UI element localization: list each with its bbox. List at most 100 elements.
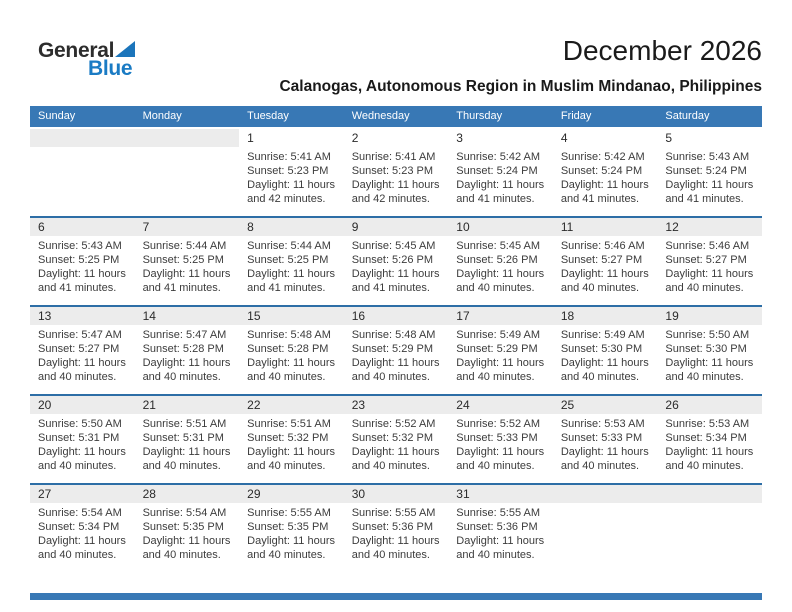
sunset-text: Sunset: 5:26 PM (351, 254, 434, 266)
day-cell-details: Sunrise: 5:41 AM Sunset: 5:23 PM Daylight:… (344, 146, 449, 216)
sunset-text: Sunset: 5:30 PM (665, 343, 747, 355)
day-number: 6 (30, 218, 135, 236)
daylight-text-line2: and 41 minutes. (560, 193, 640, 205)
daylight-text-line2: and 40 minutes. (560, 371, 640, 383)
daylight-text-line1: Daylight: 11 hours (142, 446, 231, 458)
daylight-text-line1: Daylight: 11 hours (247, 446, 335, 458)
day-number: 28 (134, 485, 240, 503)
day-number: 8 (239, 218, 344, 236)
day-cell-details: Sunrise: 5:53 AM Sunset: 5:34 PM Daylight:… (657, 413, 762, 483)
daylight-text-line1: Daylight: 11 hours (560, 357, 649, 369)
daylight-text-line1: Daylight: 11 hours (351, 446, 440, 458)
page-title: December 2026 (562, 35, 762, 66)
weeks-container: 1 2 3 4 5 Sunrise: 5:41 AM Sunset: 5:23 PM Dayl… (30, 127, 762, 572)
sunset-text: Sunset: 5:29 PM (456, 343, 538, 355)
sunset-text: Sunset: 5:25 PM (247, 254, 329, 266)
weekday-header-sunday: Sunday (38, 110, 76, 122)
day-number: 29 (239, 485, 344, 503)
sunset-text: Sunset: 5:35 PM (247, 521, 329, 533)
sunset-text: Sunset: 5:36 PM (351, 521, 434, 533)
sunrise-text: Sunrise: 5:52 AM (456, 418, 541, 430)
day-cell-details: Sunrise: 5:47 AM Sunset: 5:28 PM Daylight:… (135, 324, 240, 394)
weekday-header-thursday: Thursday (456, 110, 503, 122)
daylight-text-line1: Daylight: 11 hours (351, 357, 440, 369)
day-cell-details: Sunrise: 5:50 AM Sunset: 5:30 PM Daylight:… (657, 324, 762, 394)
numbers-row: 27 28 29 30 31 (30, 485, 762, 503)
sunrise-text: Sunrise: 5:46 AM (560, 240, 645, 252)
day-cell-details: Sunrise: 5:55 AM Sunset: 5:35 PM Daylight:… (239, 502, 344, 572)
daylight-text-line1: Daylight: 11 hours (456, 357, 545, 369)
details-row: Sunrise: 5:47 AM Sunset: 5:27 PM Daylight:… (30, 324, 762, 394)
daylight-text-line1: Daylight: 11 hours (247, 535, 335, 547)
day-number: 17 (448, 307, 553, 325)
day-cell-details: Sunrise: 5:48 AM Sunset: 5:28 PM Daylight:… (239, 324, 344, 394)
day-number: 13 (30, 307, 135, 325)
details-row: Sunrise: 5:43 AM Sunset: 5:25 PM Daylight:… (30, 235, 762, 305)
day-cell-details: Sunrise: 5:52 AM Sunset: 5:33 PM Daylight:… (448, 413, 553, 483)
day-cell-details: Sunrise: 5:52 AM Sunset: 5:32 PM Daylight:… (344, 413, 449, 483)
sunrise-text: Sunrise: 5:49 AM (456, 329, 541, 341)
daylight-text-line2: and 41 minutes. (247, 282, 326, 294)
sunrise-text: Sunrise: 5:42 AM (560, 151, 645, 163)
day-number: 5 (665, 131, 673, 145)
sunrise-text: Sunrise: 5:55 AM (456, 507, 541, 519)
day-cell-details: Sunrise: 5:50 AM Sunset: 5:31 PM Daylight:… (30, 413, 135, 483)
sunset-text: Sunset: 5:34 PM (665, 432, 747, 444)
daylight-text-line2: and 40 minutes. (247, 460, 326, 472)
sunset-text: Sunset: 5:31 PM (142, 432, 224, 444)
daylight-text-line2: and 40 minutes. (247, 549, 326, 561)
day-number: 2 (351, 131, 359, 145)
sunrise-text: Sunrise: 5:43 AM (665, 151, 750, 163)
day-cell-details: Sunrise: 5:55 AM Sunset: 5:36 PM Daylight:… (448, 502, 553, 572)
week-row: 20 21 22 23 24 25 26 Sunrise: 5:50 AM Sunset: 5:… (30, 394, 762, 483)
day-number: 16 (343, 307, 449, 325)
daylight-text-line1: Daylight: 11 hours (665, 446, 754, 458)
daylight-text-line1: Daylight: 11 hours (456, 446, 545, 458)
week-row: 13 14 15 16 17 18 19 Sunrise: 5:47 AM Sunset: 5:… (30, 305, 762, 394)
page-subtitle: Calanogas, Autonomous Region in Muslim M… (279, 78, 762, 95)
day-number: 24 (448, 396, 553, 414)
day-cell-details: Sunrise: 5:46 AM Sunset: 5:27 PM Daylight:… (553, 235, 658, 305)
sunset-text: Sunset: 5:34 PM (38, 521, 120, 533)
daylight-text-line1: Daylight: 11 hours (38, 357, 126, 369)
sunset-text: Sunset: 5:26 PM (456, 254, 538, 266)
day-cell-details: Sunrise: 5:47 AM Sunset: 5:27 PM Daylight:… (30, 324, 135, 394)
day-cell-details: Sunrise: 5:43 AM Sunset: 5:24 PM Daylight:… (657, 146, 762, 216)
empty-cell-details (553, 502, 658, 572)
daylight-text-line2: and 41 minutes. (456, 193, 535, 205)
day-cell-details: Sunrise: 5:54 AM Sunset: 5:34 PM Daylight:… (30, 502, 135, 572)
daylight-text-line1: Daylight: 11 hours (665, 268, 754, 280)
daylight-text-line1: Daylight: 11 hours (665, 357, 754, 369)
daylight-text-line1: Daylight: 11 hours (560, 268, 649, 280)
daylight-text-line2: and 40 minutes. (456, 371, 535, 383)
logo-word-blue: Blue (88, 57, 133, 80)
daylight-text-line2: and 40 minutes. (456, 282, 535, 294)
daylight-text-line2: and 40 minutes. (351, 549, 430, 561)
daylight-text-line2: and 40 minutes. (38, 549, 117, 561)
sunset-text: Sunset: 5:28 PM (247, 343, 329, 355)
sunrise-text: Sunrise: 5:46 AM (665, 240, 750, 252)
daylight-text-line1: Daylight: 11 hours (247, 268, 335, 280)
sunset-text: Sunset: 5:33 PM (456, 432, 538, 444)
daylight-text-line1: Daylight: 11 hours (351, 535, 440, 547)
empty-cell-details (657, 502, 762, 572)
weekday-header-row: Sunday Monday Tuesday Wednesday Thursday Frid… (30, 106, 762, 127)
empty-cell (30, 129, 135, 147)
day-cell-details: Sunrise: 5:42 AM Sunset: 5:24 PM Daylight:… (553, 146, 658, 216)
sunset-text: Sunset: 5:24 PM (665, 165, 747, 177)
general-blue-logo: General Blue (38, 39, 136, 80)
sunrise-text: Sunrise: 5:51 AM (142, 418, 227, 430)
empty-cell-details (135, 146, 240, 216)
daylight-text-line1: Daylight: 11 hours (560, 179, 649, 191)
logo-word-general: General (38, 39, 115, 62)
day-cell-details: Sunrise: 5:55 AM Sunset: 5:36 PM Daylight:… (344, 502, 449, 572)
sunset-text: Sunset: 5:33 PM (560, 432, 643, 444)
sunset-text: Sunset: 5:24 PM (456, 165, 538, 177)
day-number: 19 (657, 307, 762, 325)
sunset-text: Sunset: 5:28 PM (142, 343, 224, 355)
daylight-text-line2: and 40 minutes. (351, 460, 430, 472)
sunrise-text: Sunrise: 5:53 AM (560, 418, 645, 430)
sunrise-text: Sunrise: 5:47 AM (38, 329, 122, 341)
daylight-text-line2: and 40 minutes. (351, 371, 430, 383)
sunrise-text: Sunrise: 5:43 AM (38, 240, 122, 252)
